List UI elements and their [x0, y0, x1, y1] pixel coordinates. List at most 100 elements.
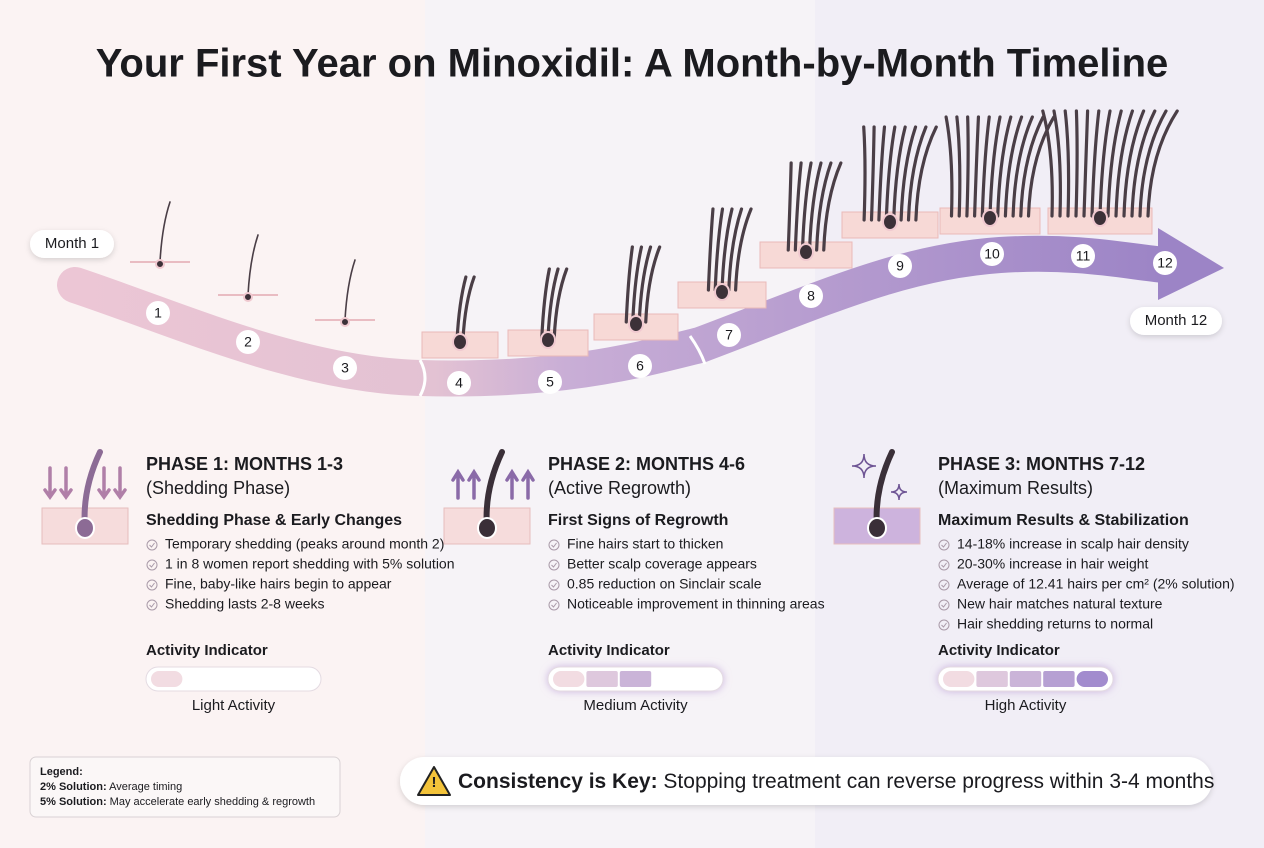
activity-segment	[1076, 671, 1108, 687]
phase-icon-arrow	[467, 468, 481, 500]
hair-strand	[720, 207, 734, 292]
hair-strand	[869, 125, 876, 222]
month-marker	[333, 356, 357, 380]
hair-strand	[552, 267, 569, 340]
phase-icon-bulb	[867, 517, 887, 539]
month-number: 2	[244, 334, 252, 350]
hair-strand	[996, 115, 1013, 218]
check-icon	[938, 599, 950, 611]
hair-strand	[1003, 115, 1024, 218]
hair-strand	[973, 115, 981, 218]
hair-strand	[706, 207, 715, 292]
month-marker	[980, 242, 1004, 266]
phase-icon-arrow	[451, 468, 465, 500]
phase-subtitle: (Active Regrowth)	[548, 478, 691, 498]
check-icon	[938, 539, 950, 551]
phase-icon-arrow	[59, 466, 73, 501]
follicle	[540, 331, 556, 349]
phase-icon-arrow	[43, 466, 57, 501]
hair-strand	[713, 207, 725, 292]
month-number: 6	[636, 358, 644, 374]
hair-strand	[1082, 109, 1090, 218]
panel-bg	[815, 0, 1264, 848]
check-mark	[941, 542, 947, 548]
month-marker	[888, 254, 912, 278]
check-mark	[941, 622, 947, 628]
hair-strand	[980, 115, 991, 218]
hair-strand	[914, 125, 938, 222]
phase-item: Temporary shedding (peaks around month 2…	[165, 536, 444, 552]
phase-item: Better scalp coverage appears	[567, 556, 757, 572]
hair-strand	[815, 161, 833, 252]
hair-strand	[793, 161, 803, 252]
check-icon	[146, 559, 158, 571]
label-pill	[30, 230, 114, 258]
phase-item: Noticeable improvement in thinning areas	[567, 596, 825, 612]
legend-label: 5% Solution:	[40, 796, 107, 808]
hair-strand	[1122, 109, 1146, 218]
callout-label: Consistency is Key:	[458, 770, 658, 793]
hair-strand	[546, 267, 560, 340]
hair-strand	[807, 161, 823, 252]
activity-segment	[1043, 671, 1075, 687]
phase-item: 20-30% increase in hair weight	[957, 556, 1149, 572]
hair-strand	[344, 259, 356, 321]
hair-strand	[1138, 109, 1168, 218]
hair-strand	[1106, 109, 1123, 218]
panel-bg	[425, 0, 815, 848]
phase-item: Shedding lasts 2-8 weeks	[165, 596, 325, 612]
title: Your First Year on Minoxidil: A Month-by…	[96, 42, 1169, 86]
phase-subtitle: (Maximum Results)	[938, 478, 1093, 498]
follicle	[714, 283, 730, 301]
activity-label: Activity Indicator	[938, 642, 1060, 659]
timeline-ribbon	[57, 235, 1183, 397]
callout: Consistency is Key: Stopping treatment c…	[458, 770, 1214, 793]
activity-label: Activity Indicator	[146, 642, 268, 659]
callout-text: Stopping treatment can reverse progress …	[663, 770, 1214, 793]
hair-strand	[540, 267, 551, 340]
hair-strand	[862, 125, 867, 222]
check-icon	[938, 559, 950, 571]
month-marker	[1153, 251, 1177, 275]
month-number: 9	[896, 258, 904, 274]
warning-icon	[417, 766, 451, 796]
hair-strand	[1146, 109, 1179, 218]
check-icon	[146, 579, 158, 591]
check-mark	[551, 602, 557, 608]
legend-entry: 2% Solution: Average timing	[40, 781, 182, 793]
legend-entry: 5% Solution: May accelerate early sheddi…	[40, 796, 315, 808]
activity-label: Activity Indicator	[548, 642, 670, 659]
ribbon-divider	[688, 335, 707, 365]
month-number: 12	[1157, 255, 1173, 271]
legend-title: Legend:	[40, 766, 83, 778]
hair-strand	[624, 245, 634, 324]
month-number: 5	[546, 374, 554, 390]
month-marker	[717, 323, 741, 347]
check-icon	[548, 599, 560, 611]
hair-strand	[877, 125, 887, 222]
phase-item: Fine hairs start to thicken	[567, 536, 723, 552]
phase-item: 14-18% increase in scalp hair density	[957, 536, 1189, 552]
phase-icon-sparkle	[851, 453, 877, 479]
hair-strand	[1026, 115, 1056, 218]
check-icon	[938, 619, 950, 631]
phase-icon-bulb	[75, 517, 95, 539]
hair-strand	[631, 245, 644, 324]
hair-strand	[644, 245, 662, 324]
hair-strand	[461, 275, 476, 342]
hair-strand	[944, 115, 954, 218]
phase-item: New hair matches natural texture	[957, 596, 1163, 612]
follicle	[243, 292, 253, 302]
month-marker	[628, 354, 652, 378]
hair-strand	[1130, 109, 1157, 218]
activity-level: Light Activity	[192, 697, 276, 714]
follicle	[155, 259, 165, 269]
month-marker	[799, 284, 823, 308]
hair-strand	[899, 125, 918, 222]
activity-segment	[586, 671, 618, 687]
month-marker	[447, 371, 471, 395]
phase-title: PHASE 1: MONTHS 1-3	[146, 454, 343, 474]
phase-title: PHASE 3: MONTHS 7-12	[938, 454, 1145, 474]
